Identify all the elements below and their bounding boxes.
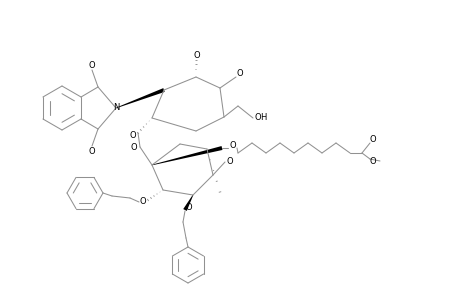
Text: O: O bbox=[229, 142, 236, 151]
Text: O: O bbox=[129, 130, 136, 140]
Text: O: O bbox=[130, 142, 137, 152]
Text: O: O bbox=[254, 113, 261, 122]
Text: O: O bbox=[226, 158, 233, 166]
Text: O: O bbox=[185, 203, 192, 212]
Text: O: O bbox=[140, 197, 146, 206]
Text: O: O bbox=[89, 146, 95, 155]
Polygon shape bbox=[116, 88, 164, 108]
Text: N: N bbox=[112, 103, 119, 112]
Text: O: O bbox=[369, 136, 375, 145]
Text: O: O bbox=[369, 158, 375, 166]
Text: H: H bbox=[259, 113, 266, 122]
Text: O: O bbox=[236, 70, 243, 79]
Text: O: O bbox=[193, 50, 200, 59]
Polygon shape bbox=[183, 195, 193, 211]
Polygon shape bbox=[151, 146, 222, 165]
Text: O: O bbox=[89, 61, 95, 70]
